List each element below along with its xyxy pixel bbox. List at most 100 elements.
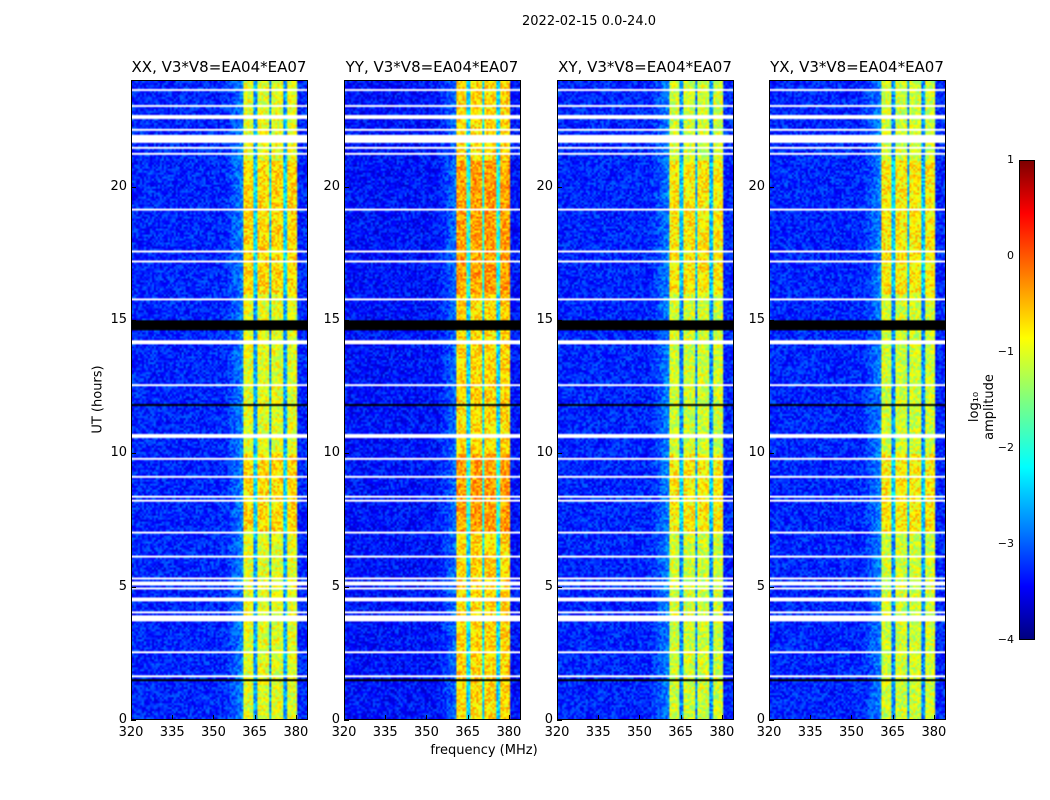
x-tick-label: 320: [756, 725, 782, 740]
figure-title: 2022-02-15 0.0-24.0: [522, 14, 656, 29]
x-tick-mark: [557, 715, 558, 720]
heatmap-panel: [769, 80, 946, 720]
y-tick-label: 0: [118, 712, 127, 727]
x-tick-label: 365: [880, 725, 906, 740]
x-tick-mark: [385, 715, 387, 720]
x-tick-label: 335: [372, 725, 398, 740]
x-tick-label: 380: [496, 725, 522, 740]
x-tick-label: 380: [921, 725, 947, 740]
x-tick-mark: [344, 715, 345, 720]
colorbar-tick-label: 0: [1007, 249, 1014, 262]
panel-title: YX, V3*V8=EA04*EA07: [770, 58, 944, 76]
x-tick-mark: [131, 715, 132, 720]
heatmap-panel: [344, 80, 521, 720]
colorbar: [1019, 160, 1035, 640]
y-tick-mark: [131, 186, 136, 188]
y-axis-label: UT (hours): [90, 365, 106, 434]
y-tick-mark: [557, 720, 562, 721]
heatmap-yy: [345, 81, 520, 719]
heatmap-yx: [770, 81, 945, 719]
y-tick-mark: [131, 586, 136, 588]
y-tick-mark: [131, 720, 136, 721]
x-tick-mark: [295, 715, 297, 720]
y-tick-mark: [344, 720, 349, 721]
x-tick-label: 320: [331, 725, 357, 740]
y-tick-label: 15: [748, 312, 765, 327]
y-tick-mark: [769, 453, 774, 455]
heatmap-panel: [557, 80, 734, 720]
x-tick-label: 335: [585, 725, 611, 740]
x-tick-mark: [172, 715, 174, 720]
x-tick-label: 335: [159, 725, 185, 740]
y-tick-label: 10: [748, 445, 765, 461]
x-tick-mark: [639, 715, 641, 720]
y-tick-mark: [344, 320, 349, 321]
y-tick-label: 5: [331, 578, 340, 594]
x-tick-label: 380: [709, 725, 735, 740]
y-tick-label: 0: [756, 712, 765, 727]
x-tick-mark: [892, 715, 894, 720]
x-tick-mark: [851, 715, 853, 720]
x-tick-label: 365: [242, 725, 268, 740]
x-tick-label: 320: [118, 725, 144, 740]
panel-title: YY, V3*V8=EA04*EA07: [345, 58, 519, 76]
colorbar-tick-label: −3: [997, 537, 1014, 550]
x-tick-label: 320: [544, 725, 570, 740]
heatmap-xx: [132, 81, 307, 719]
y-tick-label: 15: [536, 312, 553, 327]
x-tick-label: 380: [283, 725, 309, 740]
y-tick-label: 10: [110, 445, 127, 461]
y-tick-label: 5: [544, 578, 553, 594]
panel-title: XX, V3*V8=EA04*EA07: [131, 58, 307, 76]
colorbar-tick-label: −2: [997, 441, 1014, 454]
x-tick-mark: [721, 715, 723, 720]
x-tick-label: 350: [201, 725, 226, 740]
y-tick-label: 10: [536, 445, 553, 461]
y-tick-mark: [769, 320, 774, 321]
x-tick-label: 365: [455, 725, 481, 740]
y-tick-label: 20: [323, 178, 340, 194]
x-tick-label: 335: [797, 725, 823, 740]
y-tick-label: 5: [756, 578, 765, 594]
y-tick-label: 0: [331, 712, 340, 727]
x-tick-mark: [769, 715, 770, 720]
y-tick-label: 0: [544, 712, 553, 727]
y-tick-mark: [557, 453, 562, 455]
y-tick-label: 20: [748, 178, 765, 194]
x-tick-mark: [598, 715, 600, 720]
x-tick-mark: [213, 715, 215, 720]
heatmap-panel: [131, 80, 308, 720]
y-tick-mark: [557, 186, 562, 188]
x-tick-label: 350: [839, 725, 864, 740]
x-axis-label: frequency (MHz): [430, 743, 538, 758]
y-tick-mark: [769, 720, 774, 721]
x-tick-mark: [426, 715, 428, 720]
x-tick-mark: [810, 715, 812, 720]
x-tick-mark: [933, 715, 935, 720]
x-tick-label: 365: [668, 725, 694, 740]
y-tick-mark: [557, 320, 562, 321]
y-tick-mark: [769, 186, 774, 188]
x-tick-label: 350: [627, 725, 652, 740]
colorbar-tick-label: −1: [997, 345, 1014, 358]
panel-title: XY, V3*V8=EA04*EA07: [558, 58, 732, 76]
y-tick-label: 15: [110, 312, 127, 327]
y-tick-label: 5: [118, 578, 127, 594]
y-tick-label: 10: [323, 445, 340, 461]
y-tick-mark: [769, 586, 774, 588]
y-tick-mark: [131, 453, 136, 455]
y-tick-mark: [344, 186, 349, 188]
x-tick-mark: [467, 715, 469, 720]
x-tick-mark: [508, 715, 510, 720]
y-tick-mark: [344, 453, 349, 455]
heatmap-xy: [558, 81, 733, 719]
x-tick-mark: [254, 715, 256, 720]
y-tick-label: 20: [110, 178, 127, 194]
y-tick-mark: [131, 320, 136, 321]
colorbar-tick-label: −4: [997, 633, 1014, 646]
colorbar-tick-label: 1: [1007, 153, 1014, 166]
x-tick-mark: [680, 715, 682, 720]
y-tick-label: 15: [323, 312, 340, 327]
y-tick-mark: [557, 586, 562, 588]
y-tick-mark: [344, 586, 349, 588]
